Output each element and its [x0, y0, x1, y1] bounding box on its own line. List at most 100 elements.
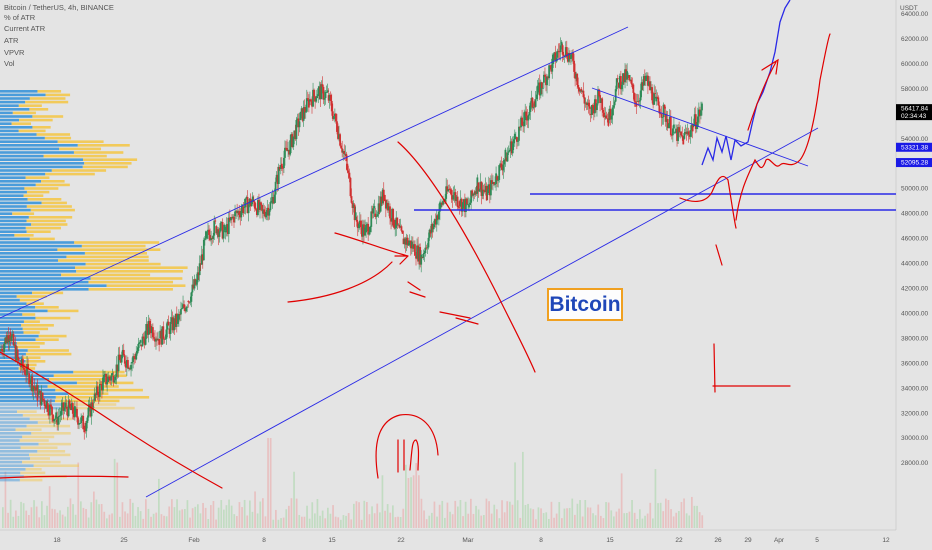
candle-body — [90, 402, 93, 417]
volume-profile-bar — [106, 284, 186, 287]
channel-lower-line[interactable] — [145, 127, 819, 498]
candle-body — [676, 128, 678, 141]
volume-bar — [503, 512, 506, 528]
projection-blue[interactable] — [701, 0, 791, 166]
candle-body — [390, 218, 392, 222]
volume-bar — [251, 511, 254, 528]
volume-bar — [566, 508, 568, 528]
candle-body — [176, 315, 179, 324]
volume-bar — [384, 510, 386, 528]
candle-body — [494, 183, 496, 185]
volume-profile-bar — [0, 176, 26, 179]
candle-body — [511, 143, 514, 154]
drawing-projection-red[interactable] — [679, 33, 831, 229]
indicator-label[interactable]: Vol — [4, 59, 15, 68]
indicator-label[interactable]: Current ATR — [4, 24, 46, 33]
price-axis-panel[interactable] — [896, 0, 932, 550]
candle-body — [86, 417, 89, 423]
candle-body — [476, 177, 479, 194]
candle-body — [94, 393, 97, 396]
volume-bar — [100, 504, 103, 528]
candle-body — [98, 384, 101, 397]
candle-body — [87, 407, 90, 418]
drawing-cup-bottom[interactable] — [375, 413, 439, 479]
candle-body — [502, 164, 505, 171]
candle-body — [284, 147, 286, 158]
candle-body — [19, 365, 22, 368]
volume-bar — [199, 513, 202, 528]
drawing-cup-inner[interactable] — [397, 439, 420, 473]
volume-bar — [7, 512, 9, 528]
drawing-arrow-mid[interactable] — [334, 232, 409, 265]
candle-body — [657, 97, 660, 106]
candle-body — [13, 344, 16, 346]
indicator-label[interactable]: VPVR — [4, 48, 25, 57]
volume-profile-bar — [18, 104, 42, 107]
candle-body — [82, 415, 85, 430]
candle-body — [570, 54, 572, 59]
volume-bar — [158, 478, 160, 528]
volume-bar — [386, 504, 389, 528]
volume-bar — [657, 503, 659, 528]
candle-body — [443, 200, 445, 202]
candle-body — [354, 212, 357, 221]
bitcoin-callout[interactable]: Bitcoin — [547, 288, 623, 321]
drawing-tick-lower[interactable] — [712, 244, 791, 393]
volume-profile-bar — [12, 111, 36, 115]
trendlines[interactable] — [0, 0, 896, 498]
volume-profile-bar — [0, 385, 48, 388]
candle-body — [70, 403, 73, 410]
drawing-scribble-mid[interactable] — [407, 281, 479, 325]
candle-body — [191, 284, 194, 293]
candle-body — [55, 412, 58, 419]
volume-bar — [249, 500, 251, 528]
candle-body — [471, 190, 474, 196]
candle-body — [64, 402, 67, 408]
volume-profile-bar — [0, 212, 13, 215]
volume-profile-bar — [37, 421, 60, 424]
volume-bar — [581, 516, 584, 528]
volume-profile — [0, 90, 188, 482]
volume-bar — [454, 500, 457, 528]
triangle-upper-line[interactable] — [591, 87, 809, 167]
candle-body — [615, 78, 618, 90]
hand-drawings[interactable] — [0, 33, 831, 489]
candle-body — [605, 115, 608, 119]
indicator-label[interactable]: ATR — [4, 36, 19, 45]
candle-body — [159, 330, 162, 339]
volume-bar — [428, 515, 431, 528]
candle-body — [573, 60, 575, 72]
candle-body — [621, 84, 623, 90]
candle-body — [278, 166, 281, 169]
candle-body — [78, 423, 80, 425]
candle-body — [357, 224, 360, 229]
symbol-title[interactable]: Bitcoin / TetherUS, 4h, BINANCE — [4, 3, 114, 12]
volume-profile-bar — [76, 270, 183, 273]
price-tick-label: 58000.00 — [901, 86, 928, 93]
candle-body — [484, 185, 487, 193]
volume-profile-bar — [27, 198, 62, 201]
candle-body — [400, 226, 403, 231]
candle-body — [17, 358, 20, 361]
volume-profile-bar — [0, 392, 69, 395]
volume-bar — [61, 514, 64, 528]
drawing-base-left[interactable] — [0, 475, 129, 479]
candle-body — [673, 124, 675, 129]
drawing-curve-mid[interactable] — [287, 261, 393, 303]
volume-profile-bar — [22, 414, 54, 417]
volume-profile-bar — [51, 169, 107, 172]
drawing-downtrend-left[interactable] — [0, 351, 223, 489]
volume-profile-bar — [26, 205, 72, 208]
candle-body — [275, 174, 278, 182]
candle-body — [671, 128, 674, 136]
candle-body — [434, 219, 437, 225]
drawing-arrow-up[interactable] — [747, 58, 779, 131]
volume-bar — [337, 517, 340, 528]
candle-body — [136, 350, 139, 354]
channel-upper-line[interactable] — [0, 26, 629, 319]
volume-bar — [259, 501, 262, 528]
drawing-arc[interactable] — [397, 141, 536, 373]
candle-body — [510, 141, 513, 154]
indicator-label[interactable]: % of ATR — [4, 13, 36, 22]
